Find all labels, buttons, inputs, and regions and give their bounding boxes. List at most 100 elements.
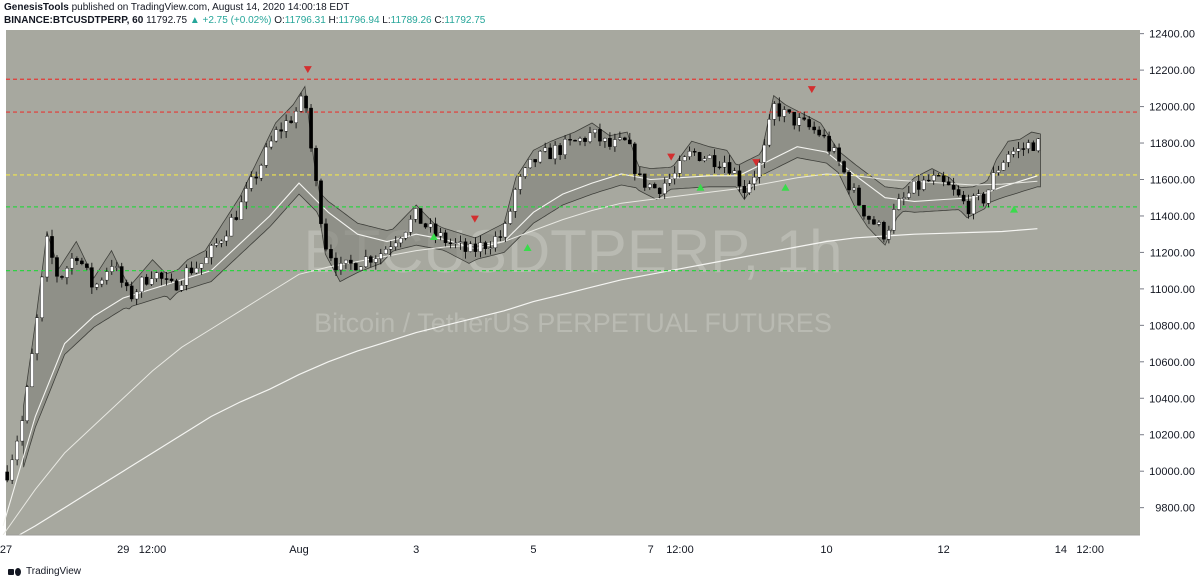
candle-body (822, 134, 826, 137)
candle-body (872, 219, 876, 225)
candle-body (129, 285, 134, 300)
candle (423, 222, 428, 229)
candle-body (682, 156, 687, 161)
candle-body (887, 230, 891, 240)
candle (523, 166, 528, 179)
low-value: 11789.26 (390, 15, 432, 26)
candle-body (294, 110, 298, 123)
candle-body (55, 257, 59, 277)
candle (364, 249, 368, 269)
author-name[interactable]: GenesisTools (4, 2, 69, 13)
candle (20, 415, 24, 446)
candle (727, 155, 732, 175)
candle-body (593, 129, 597, 134)
candle (757, 158, 762, 184)
candle (299, 92, 303, 113)
candle-body (996, 170, 1001, 173)
candle-body (986, 189, 991, 204)
candle (294, 107, 298, 129)
candle-body (578, 138, 582, 142)
watermark: BTCUSDTPERP, 1h Bitcoin / TetherUS PERPE… (303, 218, 842, 338)
candle-body (90, 267, 94, 288)
candle (852, 183, 856, 193)
candle (264, 142, 269, 168)
signal-markers (303, 66, 1018, 251)
candle (508, 208, 513, 225)
symbol-label[interactable]: BINANCE:BTCUSDTPERP, 60 (4, 15, 144, 26)
time-tick-label: 29 (117, 544, 129, 556)
time-axis[interactable] (0, 535, 1200, 563)
candle (608, 132, 612, 150)
candle (538, 149, 542, 164)
candle (418, 208, 423, 224)
candle-body (15, 440, 19, 461)
candle (897, 193, 901, 211)
candle (129, 281, 134, 302)
candle (742, 179, 747, 199)
candle (931, 170, 936, 185)
candle (319, 178, 323, 228)
buy-marker (429, 233, 438, 241)
footer-brand-label: TradingView (26, 566, 82, 577)
candle-body (946, 181, 951, 186)
candle (438, 227, 443, 241)
candle (822, 129, 826, 139)
candle-body (867, 215, 871, 220)
candle (50, 229, 54, 265)
candle (533, 159, 537, 168)
candle (618, 131, 622, 141)
candle (642, 173, 647, 191)
candle (244, 182, 249, 210)
candle-body (936, 175, 941, 177)
candle-body (100, 279, 104, 285)
candle-body (772, 103, 777, 120)
candle (413, 207, 418, 223)
candle-body (378, 253, 383, 259)
candle (657, 187, 662, 199)
ema-mid-line (2, 173, 1038, 536)
candle-body (847, 172, 851, 191)
price-change: ▲ +2.75 (+0.02%) (189, 15, 272, 26)
candle (867, 215, 871, 225)
candle (60, 275, 64, 280)
candle (747, 180, 752, 195)
candle-body (752, 176, 757, 185)
candle (951, 177, 956, 196)
candle-body (25, 386, 29, 421)
price-tick-label: 12200.00 (1149, 65, 1195, 77)
candle-body (463, 241, 468, 252)
price-tick-label: 12400.00 (1149, 29, 1195, 41)
candle-body (827, 135, 831, 152)
footer-brand[interactable]: TradingView (8, 566, 81, 577)
candle-body (413, 208, 418, 220)
candle (553, 141, 557, 165)
candle (154, 271, 159, 282)
candle-body (95, 283, 99, 288)
candle (45, 231, 49, 282)
price-axis[interactable] (1140, 30, 1200, 535)
candle-body (189, 267, 194, 274)
candle (892, 203, 896, 234)
candle-body (473, 243, 478, 252)
candle (284, 114, 288, 138)
candle-body (364, 256, 368, 267)
candle (528, 159, 533, 169)
candle (189, 261, 194, 275)
candle (941, 171, 946, 187)
candle (702, 156, 707, 163)
candle (603, 137, 607, 148)
candle-body (139, 276, 144, 293)
candle (1006, 151, 1011, 168)
ema-slow-line (2, 228, 1038, 545)
buy-marker (523, 243, 532, 251)
candle-body (787, 109, 792, 113)
candle (807, 116, 811, 130)
candle-body (75, 258, 79, 262)
candle-body (727, 162, 732, 174)
candle-body (194, 267, 199, 274)
symbol-line: BINANCE:BTCUSDTPERP, 60 11792.75 ▲ +2.75… (4, 15, 485, 26)
candle (30, 348, 34, 388)
candle (488, 241, 493, 255)
candle-body (403, 232, 408, 239)
